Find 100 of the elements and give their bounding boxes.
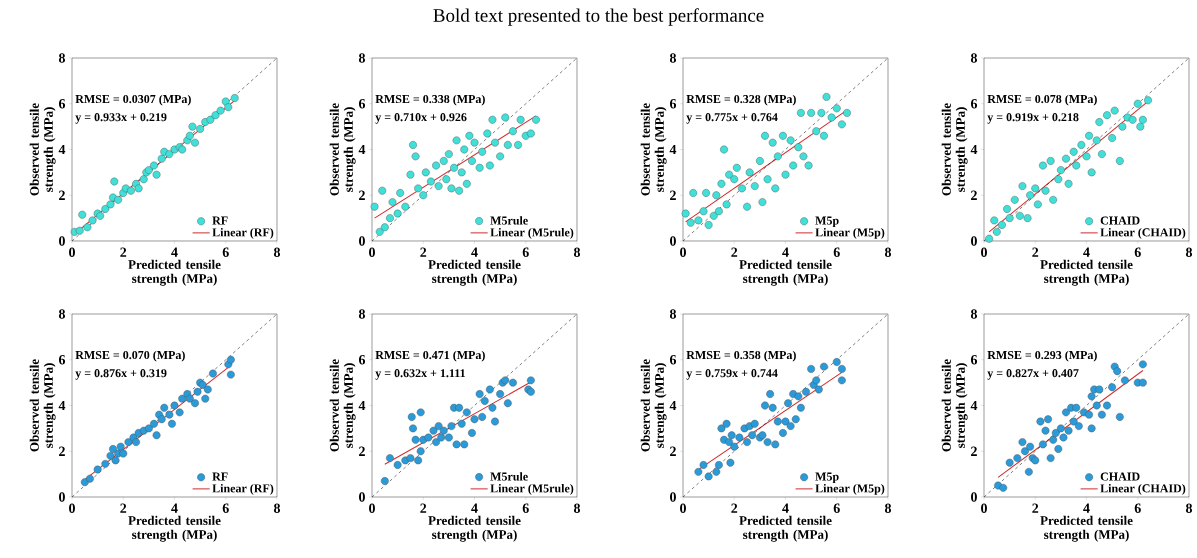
annotation: y = 0.876x + 0.319 (75, 369, 167, 380)
x-tick-label: 6 (1134, 247, 1141, 257)
x-tick-label: 8 (273, 503, 281, 513)
y-tick-label: 0 (670, 492, 676, 502)
legend-label: M5rule (490, 472, 528, 481)
x-tick-label: 0 (680, 247, 686, 257)
annotation: y = 0.759x + 0.744 (686, 369, 778, 380)
annotation: RMSE = 0.358 (MPa) (686, 350, 796, 362)
legend-label: CHAID (1100, 472, 1140, 481)
x-axis-title: Predicted tensile strength (MPa) (739, 259, 832, 286)
x-tick-label: 2 (420, 503, 427, 513)
legend-label: Linear (M5rule) (490, 483, 574, 495)
x-tick-label: 2 (731, 247, 738, 257)
x-tick-label: 2 (1032, 503, 1039, 513)
y-tick-label: 2 (971, 446, 977, 456)
x-axis-title: Predicted tensile strength (MPa) (739, 515, 832, 542)
annotation: y = 0.710x + 0.926 (375, 113, 467, 124)
x-tick-label: 0 (69, 247, 75, 257)
y-tick-label: 2 (59, 446, 65, 456)
y-tick-label: 0 (359, 492, 365, 502)
x-tick-label: 4 (1083, 247, 1090, 257)
x-tick-label: 4 (171, 247, 178, 257)
x-axis-title: Predicted tensile strength (MPa) (128, 515, 221, 542)
x-axis-title: Predicted tensile strength (MPa) (428, 259, 521, 286)
x-tick-label: 8 (573, 503, 581, 513)
x-tick-label: 2 (420, 247, 427, 257)
x-tick-label: 8 (1185, 247, 1193, 257)
x-tick-label: 8 (1185, 503, 1193, 513)
y-tick-label: 8 (669, 53, 677, 63)
x-tick-label: 4 (782, 503, 789, 513)
x-tick-label: 8 (273, 247, 281, 257)
annotation: RMSE = 0.0307 (MPa) (75, 94, 191, 106)
y-tick-label: 8 (358, 309, 366, 319)
y-tick-label: 0 (971, 236, 977, 246)
x-tick-label: 6 (833, 503, 840, 513)
annotation: y = 0.632x + 1.111 (375, 369, 465, 380)
y-tick-label: 0 (359, 236, 365, 246)
y-tick-label: 2 (670, 190, 676, 200)
y-tick-label: 6 (358, 355, 366, 365)
x-tick-label: 0 (981, 503, 987, 513)
y-tick-label: 2 (359, 446, 365, 456)
y-axis-title: Observed tensile strength (MPa) (640, 103, 667, 196)
x-tick-label: 8 (573, 247, 581, 257)
annotation: RMSE = 0.078 (MPa) (987, 94, 1097, 106)
x-tick-label: 4 (782, 247, 789, 257)
y-axis-title: Observed tensile strength (MPa) (941, 359, 968, 452)
x-axis-title: Predicted tensile strength (MPa) (128, 259, 221, 286)
x-tick-label: 6 (522, 503, 529, 513)
x-tick-label: 6 (222, 503, 229, 513)
annotation: RMSE = 0.471 (MPa) (375, 350, 485, 362)
y-tick-label: 0 (670, 236, 676, 246)
x-tick-label: 4 (1083, 503, 1090, 513)
legend-label: M5p (815, 472, 839, 484)
x-tick-label: 0 (981, 247, 987, 257)
legend-label: Linear (RF) (212, 227, 274, 239)
x-tick-label: 6 (522, 247, 529, 257)
x-axis-title: Predicted tensile strength (MPa) (1040, 259, 1133, 286)
y-tick-label: 6 (970, 355, 978, 365)
x-axis-title: Predicted tensile strength (MPa) (428, 515, 521, 542)
y-axis-title: Observed tensile strength (MPa) (640, 359, 667, 452)
x-tick-label: 4 (471, 503, 478, 513)
y-tick-label: 2 (359, 190, 365, 200)
x-tick-label: 2 (120, 503, 127, 513)
x-tick-label: 2 (731, 503, 738, 513)
y-tick-label: 4 (58, 400, 66, 411)
x-tick-label: 6 (833, 247, 840, 257)
x-tick-label: 0 (69, 503, 75, 513)
y-tick-label: 6 (358, 99, 366, 109)
y-tick-label: 6 (58, 99, 66, 109)
y-tick-label: 8 (58, 53, 66, 63)
annotation: y = 0.775x + 0.764 (686, 113, 778, 124)
y-tick-label: 2 (670, 446, 676, 456)
y-tick-label: 4 (669, 400, 677, 411)
y-tick-label: 6 (970, 99, 978, 109)
y-tick-label: 4 (970, 144, 978, 155)
y-axis-title: Observed tensile strength (MPa) (29, 359, 56, 452)
legend-label: CHAID (1100, 216, 1140, 225)
legend-label: Linear (M5rule) (490, 227, 574, 239)
x-tick-label: 6 (222, 247, 229, 257)
y-tick-label: 6 (58, 355, 66, 365)
y-tick-label: 2 (971, 190, 977, 200)
legend-label: Linear (M5p) (815, 483, 885, 495)
y-axis-title: Observed tensile strength (MPa) (329, 359, 356, 452)
annotation: y = 0.827x + 0.407 (987, 369, 1079, 380)
legend-label: Linear (CHAID) (1100, 483, 1186, 495)
y-tick-label: 8 (970, 309, 978, 319)
x-tick-label: 2 (1032, 247, 1039, 257)
y-tick-label: 8 (358, 53, 366, 63)
y-tick-label: 2 (59, 190, 65, 200)
legend-label: RF (212, 216, 228, 225)
y-tick-label: 0 (59, 236, 65, 246)
annotation: RMSE = 0.328 (MPa) (686, 94, 796, 106)
y-tick-label: 8 (970, 53, 978, 63)
y-axis-title: Observed tensile strength (MPa) (329, 103, 356, 196)
y-tick-label: 4 (970, 400, 978, 411)
legend-label: M5p (815, 216, 839, 228)
x-tick-label: 4 (171, 503, 178, 513)
x-tick-label: 8 (884, 247, 892, 257)
y-tick-label: 4 (58, 144, 66, 155)
legend-label: Linear (CHAID) (1100, 227, 1186, 239)
